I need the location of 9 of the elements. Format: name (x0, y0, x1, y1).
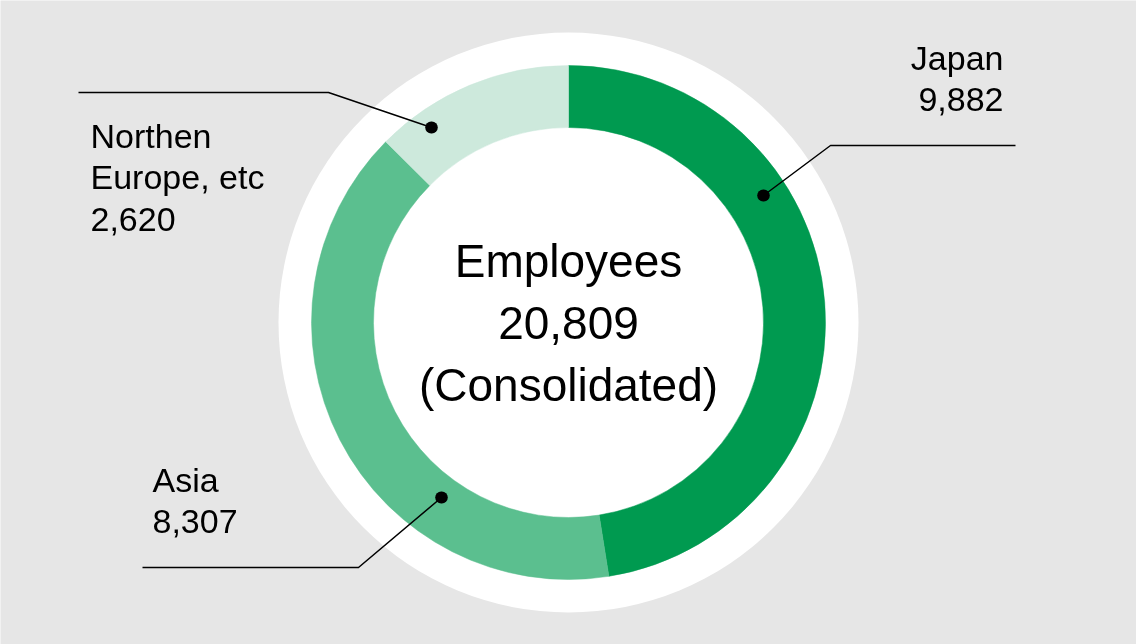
text: (Consolidated) (418, 358, 719, 411)
slice-label: Asia (152, 460, 219, 499)
data-label: 2,620 (90, 200, 176, 239)
slice-label: Northen Europe, etc (90, 116, 265, 197)
text: Employees (454, 234, 683, 287)
text: 20,809 (498, 296, 639, 349)
data-label: 9,882 (918, 80, 1004, 119)
slice-label: Japan (910, 38, 1004, 77)
data-label: 8,307 (152, 502, 238, 541)
